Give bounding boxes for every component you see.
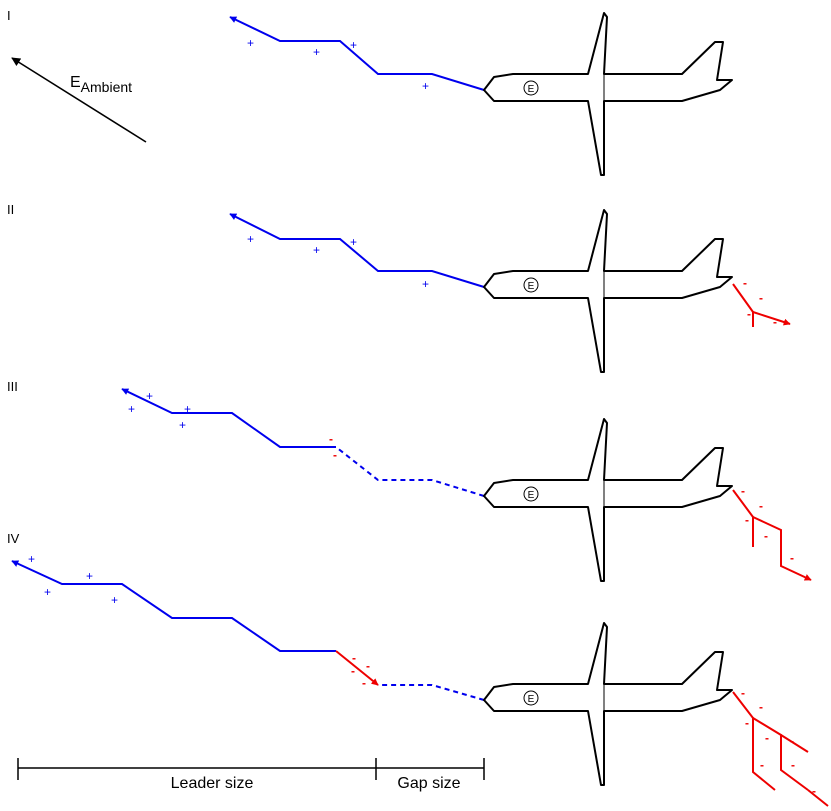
positive-charges: + + + +: [247, 232, 429, 291]
minus-sign: -: [741, 686, 745, 700]
negative-charges: - - - -: [743, 276, 777, 329]
leader-size-label: Leader size: [171, 775, 254, 792]
panel-4: IV + + + + - - - - E - - - -: [7, 531, 829, 807]
positive-leader: [11, 560, 336, 652]
plus-sign: +: [86, 569, 93, 583]
plus-sign: +: [247, 36, 254, 50]
field-arrow: EAmbient: [11, 57, 147, 143]
negative-charges: - - - - - - - -: [741, 686, 816, 798]
charge-symbol-label: E: [528, 490, 535, 501]
positive-charges: + + + +: [247, 36, 429, 93]
charge-symbol: [523, 80, 539, 96]
charge-symbol-label: E: [528, 281, 535, 292]
plus-sign: +: [313, 45, 320, 59]
minus-sign: -: [759, 499, 763, 513]
positive-leader: [229, 16, 485, 91]
minus-sign: -: [745, 716, 749, 730]
minus-sign: -: [790, 551, 794, 565]
plus-sign: +: [128, 402, 135, 416]
positive-leader: [229, 213, 485, 288]
aircraft-outline: [483, 12, 733, 176]
plus-sign: +: [44, 585, 51, 599]
minus-sign: -: [333, 448, 337, 462]
panel-label-1: I: [7, 8, 11, 23]
plus-sign: +: [350, 38, 357, 52]
negative-leader-branch: [807, 789, 829, 807]
aircraft: E: [483, 12, 733, 176]
minus-sign: -: [747, 307, 751, 321]
minus-sign: -: [362, 676, 366, 690]
negative-leader-branch: [780, 734, 809, 753]
aircraft: E: [483, 209, 733, 373]
plus-sign: +: [184, 402, 191, 416]
minus-sign: -: [329, 432, 333, 446]
negative-leader: [732, 489, 754, 547]
minus-sign: -: [366, 659, 370, 673]
plus-sign: +: [247, 232, 254, 246]
minus-sign: -: [765, 731, 769, 745]
aircraft-outline: [483, 209, 733, 373]
minus-sign: -: [351, 664, 355, 678]
plus-sign: +: [179, 418, 186, 432]
ambient-field-arrow: [11, 57, 147, 143]
minus-sign: -: [745, 513, 749, 527]
panel-1: I EAmbient + + + + E: [7, 8, 733, 176]
panel-3: III + + + + - - E - - - - -: [7, 379, 812, 582]
panel-label-4: IV: [7, 531, 20, 546]
aircraft: E: [483, 622, 733, 786]
plus-sign: +: [313, 243, 320, 257]
field-label: EAmbient: [70, 74, 132, 95]
plus-sign: +: [422, 79, 429, 93]
plus-sign: +: [111, 593, 118, 607]
plus-sign: +: [422, 277, 429, 291]
positive-charges: + + + +: [28, 552, 118, 607]
negative-leader-branch: [752, 311, 791, 326]
negative-charges: - -: [329, 432, 337, 462]
charge-symbol: [523, 690, 539, 706]
charge-symbol-label: E: [528, 694, 535, 705]
negative-leader-branch: [752, 717, 809, 791]
panel-label-3: III: [7, 379, 18, 394]
negative-leader-branch: [752, 516, 812, 581]
negative-leader-tip: [335, 650, 379, 686]
charge-symbol: [523, 277, 539, 293]
aircraft-outline: [483, 622, 733, 786]
plus-sign: +: [350, 235, 357, 249]
minus-sign: -: [764, 529, 768, 543]
scale-bar: Leader size Gap size: [17, 758, 485, 792]
minus-sign: -: [759, 700, 763, 714]
panel-label-2: II: [7, 202, 14, 217]
minus-sign: -: [743, 276, 747, 290]
leader-gap: [378, 684, 485, 701]
charge-symbol-label: E: [528, 84, 535, 95]
negative-leader: [732, 691, 776, 791]
charge-symbol: [523, 486, 539, 502]
minus-sign: -: [791, 758, 795, 772]
minus-sign: -: [760, 758, 764, 772]
negative-charges: - - - -: [351, 651, 370, 690]
minus-sign: -: [759, 291, 763, 305]
minus-sign: -: [773, 315, 777, 329]
leader-gap: [335, 446, 485, 497]
panel-2: II + + + + E - - - -: [7, 202, 791, 373]
negative-charges: - - - - -: [741, 484, 794, 565]
aircraft-outline: [483, 418, 733, 582]
plus-sign: +: [28, 552, 35, 566]
minus-sign: -: [741, 484, 745, 498]
minus-sign: -: [352, 651, 356, 665]
positive-leader: [121, 388, 336, 448]
aircraft: E: [483, 418, 733, 582]
minus-sign: -: [812, 784, 816, 798]
positive-charges: + + + +: [128, 389, 191, 432]
gap-size-label: Gap size: [397, 775, 460, 792]
minus-sign: -: [790, 734, 794, 748]
plus-sign: +: [146, 389, 153, 403]
